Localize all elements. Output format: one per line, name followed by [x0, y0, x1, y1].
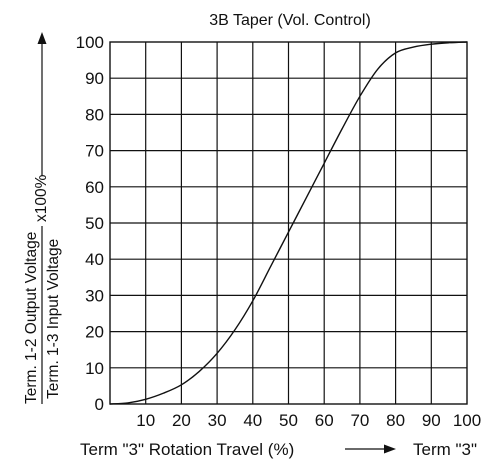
y-tick-label: 20	[85, 323, 104, 342]
x-tick-label: 10	[136, 411, 155, 430]
y-tick-label: 40	[85, 250, 104, 269]
x-tick-labels: 10 20 30 40 50 60 70 80 90 100	[136, 411, 481, 430]
x-axis-label: Term "3" Rotation Travel (%)	[80, 440, 294, 459]
y-label-suffix: x100%	[33, 174, 50, 222]
x-tick-label: 60	[315, 411, 334, 430]
y-tick-label: 60	[85, 178, 104, 197]
y-tick-labels: 0 10 20 30 40 50 60 70 80 90 100	[76, 33, 104, 414]
x-tick-label: 30	[208, 411, 227, 430]
y-tick-label: 0	[95, 395, 104, 414]
taper-curve	[109, 41, 468, 405]
x-tick-label: 100	[453, 411, 481, 430]
y-label-arrowhead	[37, 32, 47, 44]
plot-frame	[109, 41, 468, 405]
x-axis-label-end: Term "3"	[413, 440, 477, 459]
chart-title: 3B Taper (Vol. Control)	[209, 12, 371, 29]
x-tick-label: 40	[243, 411, 262, 430]
y-tick-label: 90	[85, 69, 104, 88]
x-tick-label: 70	[350, 411, 369, 430]
y-label-numerator: Term. 1-2 Output Voltage	[23, 232, 40, 404]
x-tick-label: 20	[172, 411, 191, 430]
x-tick-label: 90	[422, 411, 441, 430]
x-label-arrowhead	[384, 444, 396, 454]
x-tick-label: 80	[386, 411, 405, 430]
x-tick-label: 50	[279, 411, 298, 430]
grid	[110, 42, 467, 404]
y-tick-label: 70	[85, 142, 104, 161]
y-tick-label: 50	[85, 214, 104, 233]
y-tick-label: 80	[85, 105, 104, 124]
y-axis-label: Term. 1-2 Output Voltage Term. 1-3 Input…	[23, 32, 62, 404]
y-tick-label: 100	[76, 33, 104, 52]
y-label-denominator: Term. 1-3 Input Voltage	[45, 239, 62, 399]
y-tick-label: 30	[85, 286, 104, 305]
y-tick-label: 10	[85, 359, 104, 378]
